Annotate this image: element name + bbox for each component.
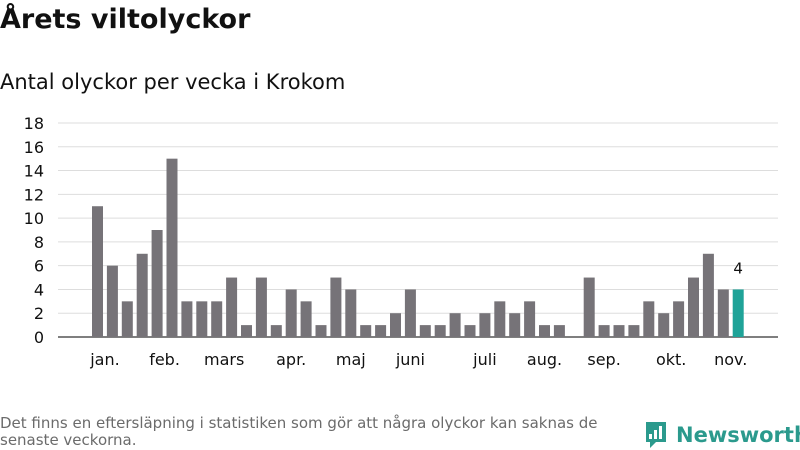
bar bbox=[106, 265, 118, 337]
bar bbox=[673, 301, 685, 337]
bar bbox=[717, 289, 729, 337]
bar bbox=[404, 289, 416, 337]
y-tick-label: 4 bbox=[34, 280, 44, 299]
bar bbox=[151, 230, 163, 337]
y-tick-label: 12 bbox=[24, 185, 44, 204]
footnote: Det finns en eftersläpning i statistiken… bbox=[0, 414, 598, 449]
y-tick-label: 10 bbox=[24, 209, 44, 228]
month-label: sep. bbox=[587, 350, 620, 369]
bar bbox=[702, 253, 714, 337]
bar-chart: 0 2 4 6 8 10 12 14 16 18 4 jan. feb. mars apr. maj jun… bbox=[24, 114, 778, 369]
y-tick-label: 8 bbox=[34, 233, 44, 252]
month-label: juli bbox=[472, 350, 496, 369]
bar bbox=[509, 313, 521, 337]
bar bbox=[524, 301, 536, 337]
y-tick-label: 6 bbox=[34, 257, 44, 276]
x-axis-month-labels: jan. feb. mars apr. maj juni juli aug. sep. okt. n… bbox=[89, 350, 747, 369]
brand-name: Newsworthy bbox=[676, 423, 800, 447]
bar bbox=[658, 313, 670, 337]
bar bbox=[479, 313, 491, 337]
month-label: apr. bbox=[276, 350, 306, 369]
y-tick-label: 18 bbox=[24, 114, 44, 133]
bar bbox=[494, 301, 506, 337]
bar bbox=[390, 313, 401, 337]
bar bbox=[583, 277, 595, 337]
month-label: jan. bbox=[89, 350, 119, 369]
y-tick-label: 0 bbox=[34, 328, 44, 347]
newsworthy-logo: Newsworthy bbox=[644, 420, 800, 450]
chart-subtitle: Antal olyckor per vecka i Krokom bbox=[0, 70, 346, 94]
bar bbox=[196, 301, 208, 337]
bar bbox=[360, 325, 372, 337]
bar bbox=[166, 158, 178, 337]
bar bbox=[539, 325, 550, 337]
bar bbox=[181, 301, 193, 337]
month-label: aug. bbox=[527, 350, 562, 369]
month-label: nov. bbox=[714, 350, 747, 369]
y-axis-ticks: 0 2 4 6 8 10 12 14 16 18 bbox=[24, 114, 44, 347]
bar-value-label: 4 bbox=[733, 259, 743, 277]
bar-highlight bbox=[732, 289, 744, 337]
bar bbox=[226, 277, 238, 337]
bar bbox=[613, 325, 625, 337]
bar bbox=[345, 289, 357, 337]
month-label: mars bbox=[204, 350, 244, 369]
bar bbox=[643, 301, 655, 337]
bar bbox=[92, 206, 103, 337]
bar bbox=[211, 301, 223, 337]
month-label: juni bbox=[395, 350, 425, 369]
bar bbox=[553, 325, 565, 337]
bar bbox=[419, 325, 431, 337]
month-label: feb. bbox=[149, 350, 180, 369]
bar bbox=[449, 313, 461, 337]
chart-title: Årets viltolyckor bbox=[0, 4, 251, 35]
grid-lines bbox=[58, 122, 778, 338]
bar bbox=[270, 325, 282, 337]
bar bbox=[434, 325, 446, 337]
bar bbox=[598, 325, 610, 337]
bar bbox=[330, 277, 342, 337]
bar bbox=[255, 277, 267, 337]
bar bbox=[628, 325, 640, 337]
bar bbox=[285, 289, 297, 337]
bars: 4 bbox=[92, 158, 744, 337]
y-tick-label: 16 bbox=[24, 138, 44, 157]
month-label: okt. bbox=[656, 350, 686, 369]
y-tick-label: 14 bbox=[24, 162, 44, 181]
y-tick-label: 2 bbox=[34, 304, 44, 323]
month-label: maj bbox=[336, 350, 366, 369]
bar bbox=[688, 277, 699, 337]
bar bbox=[241, 325, 252, 337]
bar bbox=[375, 325, 387, 337]
bar bbox=[121, 301, 133, 337]
bar bbox=[464, 325, 476, 337]
bar-chart-logo-icon bbox=[646, 422, 666, 448]
bar bbox=[300, 301, 312, 337]
bar bbox=[315, 325, 327, 337]
bar bbox=[136, 253, 148, 337]
